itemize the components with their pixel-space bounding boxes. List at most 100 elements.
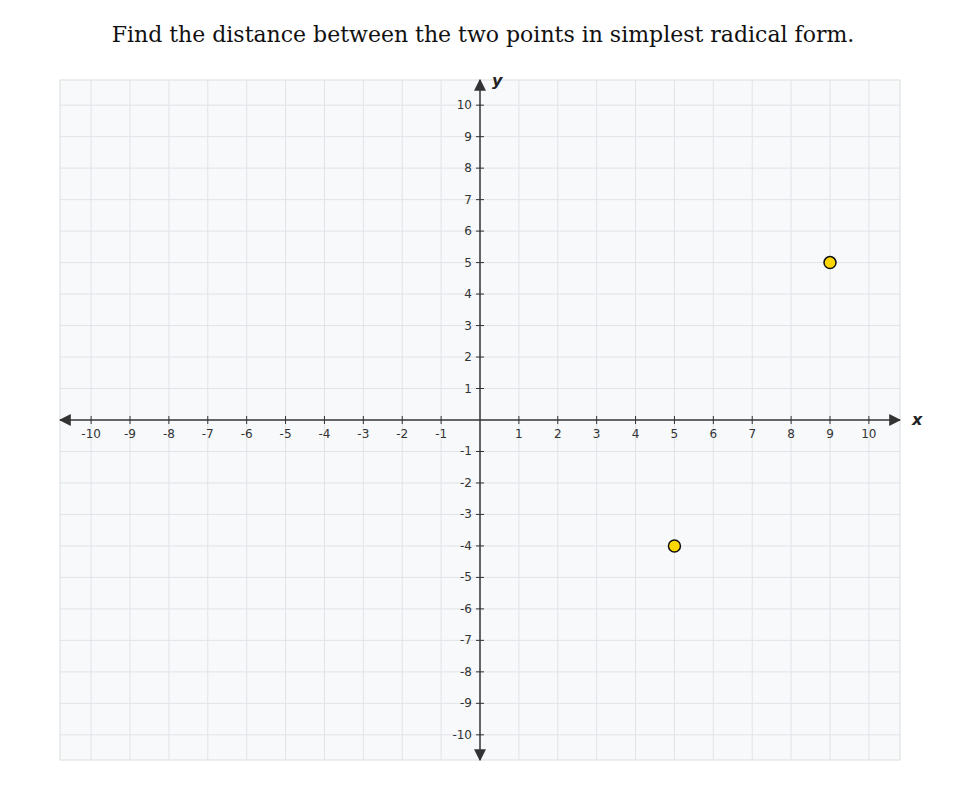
x-tick <box>557 416 558 424</box>
y-tick-label: 2 <box>464 350 472 364</box>
y-tick <box>476 608 484 609</box>
x-tick-label: -8 <box>163 427 175 441</box>
grid-line-x <box>830 80 831 760</box>
title: Find the distance between the two points… <box>112 22 855 47</box>
points <box>668 257 836 552</box>
y-tick-label: -8 <box>460 665 472 679</box>
grid <box>60 80 900 760</box>
grid-line-y <box>60 231 900 232</box>
y-axis-label: y <box>492 71 503 90</box>
grid-line-x <box>130 80 131 760</box>
x-tick-label: -4 <box>318 427 330 441</box>
y-tick-label: 10 <box>457 98 472 112</box>
grid-line-y <box>60 199 900 200</box>
x-tick <box>441 416 442 424</box>
grid-line-y <box>60 451 900 452</box>
x-tick-label: 9 <box>826 427 834 441</box>
x-tick <box>635 416 636 424</box>
chart: Find the distance between the two points… <box>0 0 966 788</box>
grid-line-x <box>91 80 92 760</box>
y-tick-label: 5 <box>464 256 472 270</box>
x-tick-label: 4 <box>632 427 640 441</box>
grid-line-y <box>60 671 900 672</box>
y-tick <box>476 105 484 106</box>
grid-line-y <box>60 545 900 546</box>
x-tick <box>168 416 169 424</box>
y-tick-label: -4 <box>460 539 472 553</box>
grid-line-y <box>60 703 900 704</box>
x-tick-label: -3 <box>357 427 369 441</box>
x-tick-label: 8 <box>787 427 795 441</box>
grid-line-x <box>868 80 869 760</box>
grid-line-y <box>60 734 900 735</box>
x-tick <box>830 416 831 424</box>
grid-line-x <box>674 80 675 760</box>
plot-area <box>60 80 900 760</box>
x-tick <box>363 416 364 424</box>
grid-line-y <box>60 577 900 578</box>
y-tick <box>476 451 484 452</box>
y-tick <box>476 734 484 735</box>
point <box>668 540 680 552</box>
y-tick <box>476 577 484 578</box>
x-tick <box>791 416 792 424</box>
grid-line-y <box>60 388 900 389</box>
y-tick <box>476 262 484 263</box>
y-axis <box>479 80 481 760</box>
x-tick <box>518 416 519 424</box>
grid-line-y <box>60 482 900 483</box>
y-tick <box>476 325 484 326</box>
y-tick-label: -2 <box>460 476 472 490</box>
grid-line-x <box>324 80 325 760</box>
x-tick-label: 3 <box>593 427 601 441</box>
y-tick-label: 9 <box>464 130 472 144</box>
x-tick <box>130 416 131 424</box>
y-tick <box>476 545 484 546</box>
x-tick-label: -6 <box>241 427 253 441</box>
x-tick-label: 6 <box>710 427 718 441</box>
grid-line-y <box>60 608 900 609</box>
x-tick-label: 7 <box>748 427 756 441</box>
y-tick-label: -3 <box>460 507 472 521</box>
y-tick-label: 6 <box>464 224 472 238</box>
grid-line-y <box>60 294 900 295</box>
y-tick-label: -9 <box>460 696 472 710</box>
x-tick <box>324 416 325 424</box>
y-tick <box>476 388 484 389</box>
y-tick-label: -5 <box>460 570 472 584</box>
grid-line-x <box>363 80 364 760</box>
grid-line-x <box>752 80 753 760</box>
y-tick <box>476 514 484 515</box>
y-tick <box>476 482 484 483</box>
x-tick-label: -1 <box>435 427 447 441</box>
y-tick-label: 8 <box>464 161 472 175</box>
x-tick <box>674 416 675 424</box>
grid-line-y <box>60 136 900 137</box>
y-tick <box>476 357 484 358</box>
x-tick <box>596 416 597 424</box>
grid-line-x <box>791 80 792 760</box>
grid-line-x <box>518 80 519 760</box>
x-tick <box>91 416 92 424</box>
y-tick <box>476 136 484 137</box>
x-tick <box>868 416 869 424</box>
y-tick-label: -7 <box>460 633 472 647</box>
y-tick <box>476 640 484 641</box>
x-axis-label: x <box>911 410 923 429</box>
y-tick-label: 7 <box>464 193 472 207</box>
grid-line-x <box>557 80 558 760</box>
y-tick <box>476 199 484 200</box>
x-tick-label: -2 <box>396 427 408 441</box>
grid-line-x <box>207 80 208 760</box>
grid-line-x <box>713 80 714 760</box>
x-tick-label: 1 <box>515 427 523 441</box>
x-tick-label: 2 <box>554 427 562 441</box>
x-tick-label: 10 <box>861 427 876 441</box>
x-tick-label: -9 <box>124 427 136 441</box>
grid-line-x <box>285 80 286 760</box>
x-tick <box>207 416 208 424</box>
y-tick <box>476 294 484 295</box>
y-tick-label: 4 <box>464 287 472 301</box>
y-tick <box>476 671 484 672</box>
x-tick <box>402 416 403 424</box>
